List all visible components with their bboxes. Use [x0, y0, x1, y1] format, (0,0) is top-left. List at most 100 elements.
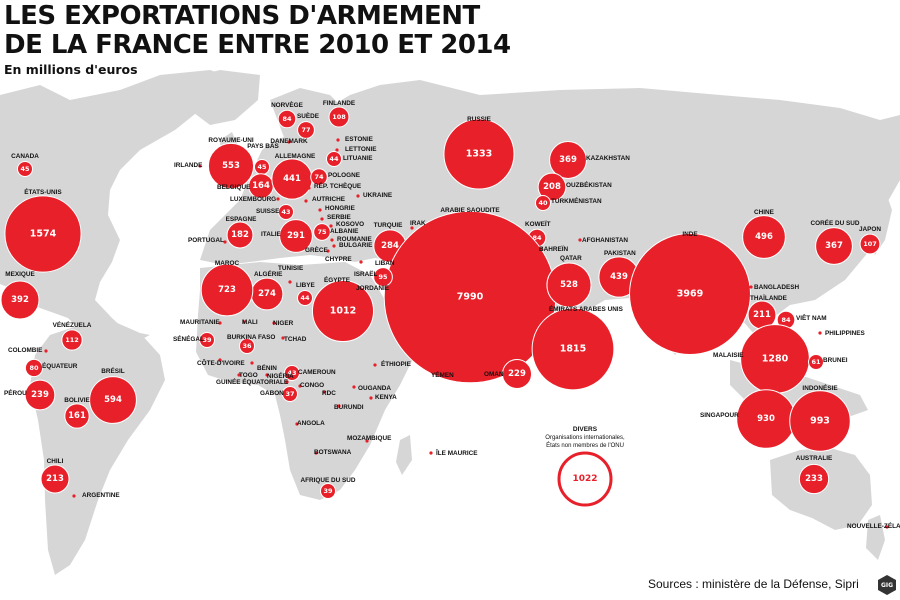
country-label-senegal: SÉNÉGAL — [173, 334, 204, 343]
marker-benin — [250, 361, 254, 365]
bubble-etats-unis — [4, 195, 82, 273]
country-label-kenya: KENYA — [375, 394, 397, 401]
bubble-value-chili: 213 — [46, 474, 64, 484]
country-label-togo: TOGO — [239, 372, 258, 379]
bubble-egypte — [311, 279, 375, 343]
sources-note: Sources : ministère de la Défense, Sipri — [648, 577, 859, 591]
marker-bulgarie — [332, 244, 336, 248]
bubble-burkina-faso — [239, 338, 255, 354]
country-label-egypte: ÉGYPTE — [324, 275, 351, 284]
country-label-coree-du-sud: CORÉE DU SUD — [810, 218, 859, 227]
bubble-value-turquie: 284 — [381, 241, 399, 251]
marker-ethiopie — [373, 363, 377, 367]
logo-hexagon — [878, 575, 896, 595]
country-label-belgique: BELGIQUE — [217, 184, 251, 191]
country-label-albanie: ALBANIE — [330, 228, 359, 235]
marker-jordanie — [388, 287, 392, 291]
title-line-2: DE LA FRANCE ENTRE 2010 ET 2014 — [4, 30, 511, 60]
divers-line-2: États non membres de l'ONU — [546, 442, 624, 449]
page-subtitle: En millions d'euros — [4, 62, 138, 77]
country-label-inde: INDE — [682, 231, 698, 238]
land-madagascar — [396, 435, 412, 475]
land-north-america — [0, 70, 240, 345]
bubble-value-chine: 496 — [755, 232, 773, 242]
bubble-value-pakistan: 439 — [610, 272, 628, 282]
bubble-value-gabon: 37 — [285, 390, 294, 398]
bubble-value-italie: 291 — [287, 231, 305, 241]
country-label-arabie-saoudite: ARABIE SAOUDITE — [440, 207, 500, 214]
marker-burundi — [337, 404, 341, 408]
marker-niger — [272, 321, 276, 325]
bubble-kazakhstan — [549, 141, 587, 179]
land-scandinavia — [270, 88, 345, 148]
country-label-irak: IRAK — [410, 220, 426, 227]
country-label-cote-d-ivoire: CÔTE-D'IVOIRE — [197, 358, 245, 367]
bubble-emirats-arabes-unis — [531, 307, 615, 391]
country-label-koweit: KOWEÏT — [525, 220, 551, 228]
bubble-value-bolivie: 161 — [68, 411, 86, 421]
bubble-value-israel: 95 — [378, 273, 388, 281]
bubble-value-coree-du-sud: 367 — [825, 241, 843, 251]
bubble-value-mexique: 392 — [11, 295, 29, 305]
divers-ring — [557, 451, 613, 507]
marker-angola — [295, 422, 299, 426]
country-label-ouganda: OUGANDA — [358, 385, 391, 392]
bubble-suisse — [278, 204, 294, 220]
bubble-value-bresil: 594 — [104, 395, 122, 405]
country-label-botswana: BOTSWANA — [314, 449, 352, 456]
country-label-luxembourg: LUXEMBOURG — [230, 196, 276, 203]
country-label-pologne: POLOGNE — [328, 172, 361, 179]
marker-rdc — [322, 390, 326, 394]
country-label-serbie: SERBIE — [327, 214, 352, 221]
country-label-suede: SUÈDE — [297, 111, 320, 120]
country-label-turquie: TURQUIE — [374, 222, 403, 229]
bubble-value-equateur: 80 — [29, 364, 39, 372]
bubble-value-perou: 239 — [31, 390, 49, 400]
marker-argentine — [72, 494, 76, 498]
marker-hongrie — [318, 208, 322, 212]
country-label-afrique-du-sud: AFRIQUE DU SUD — [300, 477, 355, 484]
bubble-value-singapour: 930 — [757, 414, 775, 424]
bubble-value-cameroun: 43 — [287, 369, 296, 377]
marker-chypre — [359, 260, 363, 264]
marker-autriche — [304, 199, 308, 203]
bubble-value-venezuela: 112 — [65, 336, 79, 344]
marker-botswana — [314, 451, 318, 455]
country-label-benin: BÉNIN — [257, 363, 277, 372]
marker-nigeria — [265, 373, 269, 377]
country-label-bangladesh: BANGLADESH — [754, 284, 799, 291]
bubble-brunei — [808, 354, 824, 370]
country-label-congo: CONGO — [300, 382, 324, 389]
country-label-lettonie: LETTONIE — [345, 146, 377, 153]
marker-liban — [392, 262, 396, 266]
bubble-value-ouzbekistan: 208 — [543, 182, 561, 192]
bubble-value-australie: 233 — [805, 474, 823, 484]
country-label-ouzbekistan: OUZBÉKISTAN — [566, 180, 612, 189]
bubble-value-pays-bas: 45 — [257, 163, 267, 171]
bubble-value-koweit: 84 — [532, 234, 542, 242]
bubble-mexique — [0, 280, 40, 320]
bubble-value-russie: 1333 — [466, 149, 492, 160]
bubble-libye — [297, 290, 313, 306]
marker-bangladesh — [749, 285, 753, 289]
country-label-bresil: BRÉSIL — [101, 366, 125, 375]
bubble-inde — [629, 233, 751, 355]
bubble-value-etats-unis: 1574 — [30, 229, 57, 240]
country-label-portugal: PORTUGAL — [188, 237, 224, 244]
bubble-senegal — [199, 332, 215, 348]
marker-afghanistan — [578, 238, 582, 242]
land-new-zealand — [866, 515, 885, 560]
country-label-etats-unis: ÉTATS-UNIS — [24, 187, 62, 196]
bubble-value-emirats-arabes-unis: 1815 — [560, 344, 586, 355]
bubble-pologne — [310, 168, 328, 186]
country-label-jordanie: JORDANIE — [356, 285, 390, 292]
country-label-nouvelle-zelande: NOUVELLE-ZÉLANDE — [847, 521, 900, 530]
country-label-libye: LIBYE — [296, 282, 316, 289]
country-label-ethiopie: ÉTHIOPIE — [381, 359, 412, 368]
marker-lettonie — [335, 148, 339, 152]
bubble-espagne — [226, 221, 254, 249]
country-label-nigeria: NIGÉRIA — [267, 371, 294, 380]
country-label-chili: CHILI — [47, 458, 64, 465]
country-label-hongrie: HONGRIE — [325, 205, 356, 212]
bubble-suede — [297, 121, 315, 139]
